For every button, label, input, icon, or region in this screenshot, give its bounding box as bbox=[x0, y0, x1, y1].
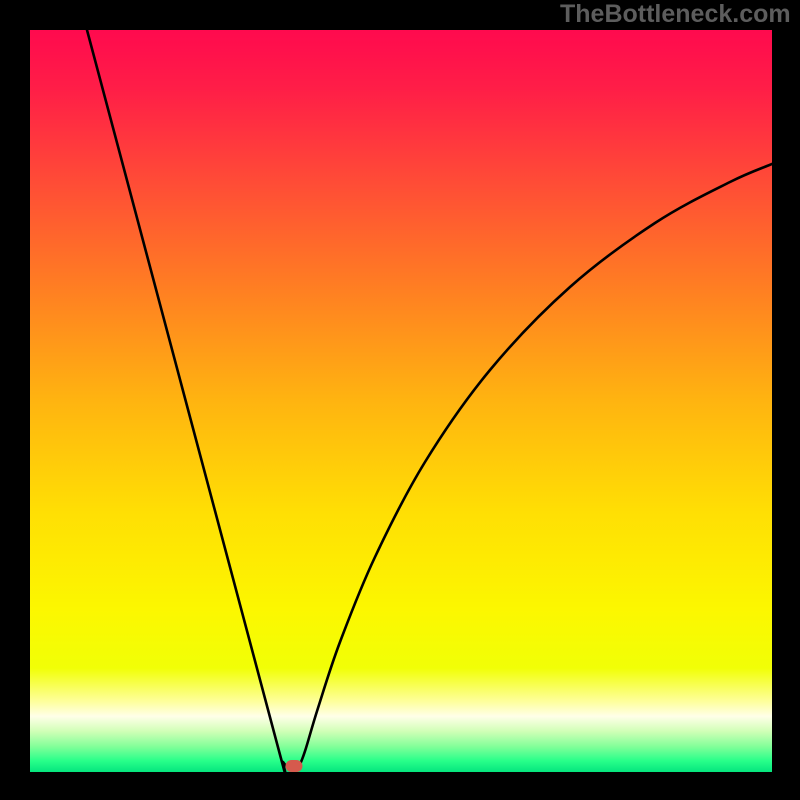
watermark-text: TheBottleneck.com bbox=[560, 0, 791, 29]
curve-right-branch bbox=[298, 164, 772, 767]
minimum-marker bbox=[286, 760, 303, 772]
curve-left-branch bbox=[87, 30, 298, 772]
curve-layer bbox=[30, 30, 772, 772]
plot-area bbox=[30, 30, 772, 772]
